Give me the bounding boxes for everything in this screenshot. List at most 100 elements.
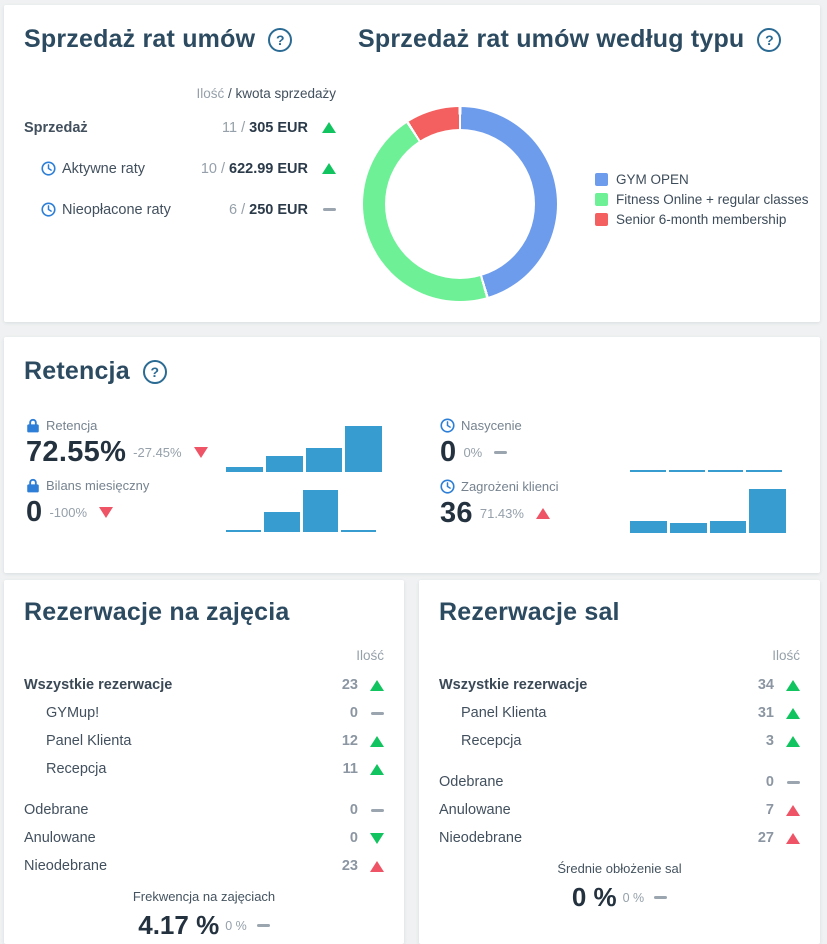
bar bbox=[264, 512, 300, 532]
metric-label-row: Zagrożeni klienci bbox=[440, 479, 630, 494]
bar bbox=[340, 530, 376, 532]
metric-trend bbox=[494, 451, 508, 454]
clock-icon bbox=[440, 479, 455, 494]
trend-up-icon bbox=[535, 508, 550, 519]
sales-title-row: Sprzedaż rat umów ? bbox=[24, 25, 293, 54]
bar bbox=[265, 456, 303, 472]
metric-nasycenie_trend: Nasycenie 0 0% bbox=[440, 411, 782, 472]
row-trend bbox=[358, 860, 384, 872]
footer-label: Frekwencja na zajęciach bbox=[132, 889, 276, 904]
row-label: Panel Klienta bbox=[46, 733, 132, 749]
sales-table-row: Aktywne raty 10 /622.99 EUR bbox=[24, 148, 336, 189]
legend-item[interactable]: Fitness Online + regular classes bbox=[595, 189, 808, 209]
metric-trend bbox=[193, 447, 208, 458]
trend-up-icon bbox=[786, 832, 800, 844]
table-row: Recepcja 3 bbox=[439, 727, 800, 755]
class-bookings-col-header: Ilość bbox=[356, 648, 384, 663]
table-row: Anulowane 7 bbox=[439, 796, 800, 824]
table-row: Odebrane 0 bbox=[439, 768, 800, 796]
trend-up-icon bbox=[370, 679, 384, 691]
bar bbox=[345, 426, 382, 472]
row-label-text: Sprzedaż bbox=[24, 119, 88, 136]
room-bookings-rows: Wszystkie rezerwacje 34 Panel Klienta 31 Rec… bbox=[439, 671, 800, 852]
metric-trend bbox=[535, 508, 550, 519]
row-value: 6 /250 EUR bbox=[229, 202, 308, 218]
footer-label: Średnie obłożenie sal bbox=[557, 861, 682, 876]
lock-icon bbox=[27, 418, 39, 433]
row-qty: 6 / bbox=[229, 201, 246, 218]
metric-delta: 0% bbox=[463, 445, 483, 460]
legend-item[interactable]: GYM OPEN bbox=[595, 169, 808, 189]
footer-delta: 0 % bbox=[225, 918, 247, 933]
row-trend bbox=[358, 763, 384, 775]
metric-value: 0 bbox=[26, 496, 43, 528]
metric-value: 72.55% bbox=[26, 436, 127, 468]
bar bbox=[302, 490, 338, 532]
donut-hole bbox=[385, 129, 535, 279]
row-value: 0 bbox=[349, 705, 358, 721]
metric-delta: -100% bbox=[49, 505, 88, 520]
row-amount: 622.99 EUR bbox=[229, 160, 308, 177]
legend-item[interactable]: Senior 6-month membership bbox=[595, 209, 808, 229]
metric-label-row: Bilans miesięczny bbox=[26, 478, 226, 493]
sales-rows: Sprzedaż 11 /305 EUR Aktywne raty 10 /622.9… bbox=[24, 107, 336, 230]
row-value: 0 bbox=[765, 774, 774, 790]
row-label: Anulowane bbox=[439, 802, 511, 818]
row-label: Nieopłacone raty bbox=[24, 202, 171, 218]
sales-by-type-title-row: Sprzedaż rat umów według typu ? bbox=[358, 25, 782, 54]
row-label: Wszystkie rezerwacje bbox=[24, 677, 173, 693]
row-label: Sprzedaż bbox=[24, 120, 88, 136]
metric-value-row: 72.55% -27.45% bbox=[26, 436, 226, 469]
class-bookings-card: Rezerwacje na zajęcia Ilość Wszystkie re… bbox=[4, 580, 404, 944]
flat-dash-icon bbox=[323, 208, 336, 211]
row-label: Recepcja bbox=[46, 761, 107, 777]
trend-down-icon bbox=[193, 447, 208, 458]
bar bbox=[707, 470, 744, 472]
help-icon[interactable]: ? bbox=[142, 359, 167, 384]
row-label: Odebrane bbox=[24, 802, 89, 818]
row-trend bbox=[774, 735, 800, 747]
footer-value: 4.17 % bbox=[138, 910, 220, 940]
trend-up-icon bbox=[786, 804, 800, 816]
row-value: 0 bbox=[349, 830, 358, 846]
footer-trend bbox=[256, 924, 270, 927]
bar bbox=[668, 470, 705, 472]
metric-bilans_trend: Bilans miesięczny 0 -100% bbox=[26, 478, 376, 532]
row-value: 10 /622.99 EUR bbox=[201, 161, 308, 177]
row-value: 12 bbox=[341, 733, 358, 749]
row-trend bbox=[358, 679, 384, 691]
row-trend bbox=[774, 707, 800, 719]
metric-value: 36 bbox=[440, 497, 473, 529]
legend-label: Senior 6-month membership bbox=[616, 211, 787, 227]
metric-value-row: 0 0% bbox=[440, 436, 630, 469]
help-icon[interactable]: ? bbox=[268, 27, 293, 52]
metric-delta: -27.45% bbox=[133, 445, 182, 460]
row-value: 3 bbox=[765, 733, 774, 749]
legend-swatch-icon bbox=[595, 172, 608, 186]
row-label: GYMup! bbox=[46, 705, 100, 721]
row-label: Wszystkie rezerwacje bbox=[439, 677, 588, 693]
row-label: Nieodebrane bbox=[24, 858, 108, 874]
sales-card: Sprzedaż rat umów ? Sprzedaż rat umów we… bbox=[4, 5, 820, 322]
row-trend bbox=[358, 808, 384, 812]
row-label: Recepcja bbox=[461, 733, 522, 749]
flat-dash-icon bbox=[494, 451, 508, 454]
trend-up-icon bbox=[322, 122, 336, 133]
bar bbox=[226, 467, 263, 472]
flat-dash-icon bbox=[371, 711, 384, 715]
table-row: Odebrane 0 bbox=[24, 796, 384, 824]
legend-label: Fitness Online + regular classes bbox=[616, 191, 809, 207]
footer-trend bbox=[654, 896, 668, 899]
flat-dash-icon bbox=[654, 896, 668, 899]
sales-table-header: Ilość / kwota sprzedaży bbox=[24, 85, 336, 103]
help-icon[interactable]: ? bbox=[757, 27, 782, 52]
room-bookings-card: Rezerwacje sal Ilość Wszystkie rezerwacj… bbox=[419, 580, 820, 944]
legend-label: GYM OPEN bbox=[616, 171, 689, 187]
trend-down-icon bbox=[370, 832, 384, 844]
metric-delta: 71.43% bbox=[479, 506, 524, 521]
metric-info: Retencja 72.55% -27.45% bbox=[26, 418, 226, 472]
clock-icon bbox=[41, 202, 56, 217]
bar bbox=[669, 523, 707, 533]
metric-info: Nasycenie 0 0% bbox=[440, 418, 630, 472]
row-trend bbox=[308, 163, 336, 174]
